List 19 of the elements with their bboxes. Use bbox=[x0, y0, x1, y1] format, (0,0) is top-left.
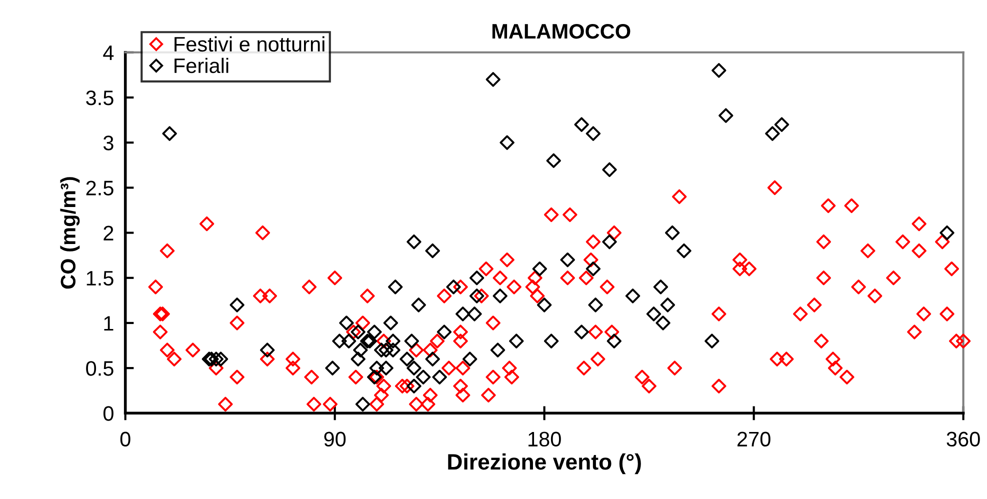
y-tick-label: 4 bbox=[103, 46, 114, 60]
x-tick-label: 360 bbox=[946, 432, 980, 447]
x-tick-label: 270 bbox=[737, 432, 770, 447]
x-tick-label: 90 bbox=[324, 432, 346, 447]
x-axis-title: Direzione vento (°) bbox=[448, 453, 641, 474]
y-tick-label: 1.5 bbox=[86, 271, 114, 286]
chart-title: MALAMOCCO bbox=[492, 24, 630, 39]
y-tick-label: 0.5 bbox=[86, 361, 114, 376]
y-tick-label: 0 bbox=[103, 406, 114, 421]
y-axis-title: CO (mg/m³) bbox=[60, 177, 80, 289]
y-tick-label: 2.5 bbox=[86, 180, 114, 196]
x-tick-label: 180 bbox=[528, 432, 561, 447]
y-tick-label: 3 bbox=[103, 136, 114, 150]
y-tick-label: 1 bbox=[104, 316, 114, 331]
legend-label: Feriali bbox=[174, 58, 228, 74]
y-tick-label: 3.5 bbox=[86, 90, 114, 106]
y-tick-label: 2 bbox=[104, 226, 114, 240]
legend-label: Festivi e notturni bbox=[174, 36, 324, 52]
x-tick-label: 0 bbox=[120, 432, 130, 447]
